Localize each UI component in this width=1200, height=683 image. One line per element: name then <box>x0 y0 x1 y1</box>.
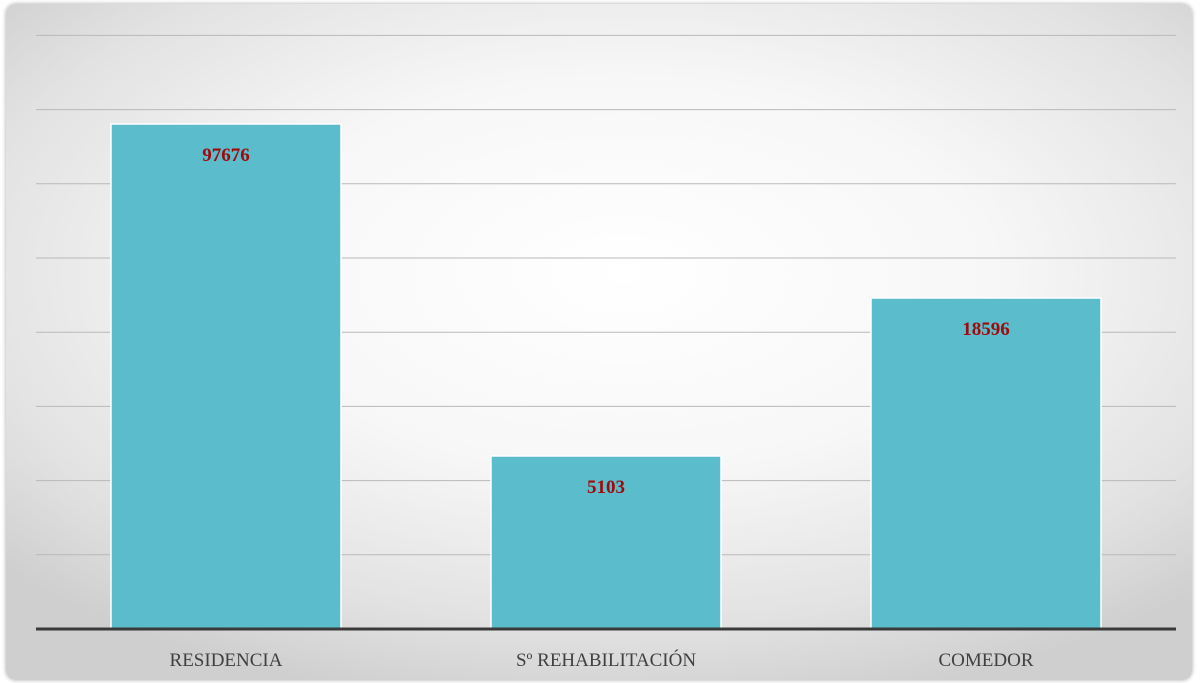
data-label: 97676 <box>202 145 250 166</box>
data-labels: 97676 5103 18596 <box>202 145 1010 498</box>
data-label: 18596 <box>962 319 1010 340</box>
chart-card: RESIDENCIA Sº REHABILITACIÓN COMEDOR 97676… <box>6 4 1192 680</box>
x-tick-label: COMEDOR <box>938 650 1033 671</box>
bar-chart: RESIDENCIA Sº REHABILITACIÓN COMEDOR 97676… <box>36 34 1176 671</box>
data-label: 5103 <box>587 477 625 498</box>
x-tick-label: Sº REHABILITACIÓN <box>516 649 696 671</box>
bar-0 <box>110 123 342 630</box>
bars <box>110 123 1102 630</box>
x-tick-labels: RESIDENCIA Sº REHABILITACIÓN COMEDOR <box>170 649 1034 671</box>
bar-1 <box>490 455 722 630</box>
bar-2 <box>870 297 1102 630</box>
x-tick-label: RESIDENCIA <box>170 650 283 671</box>
